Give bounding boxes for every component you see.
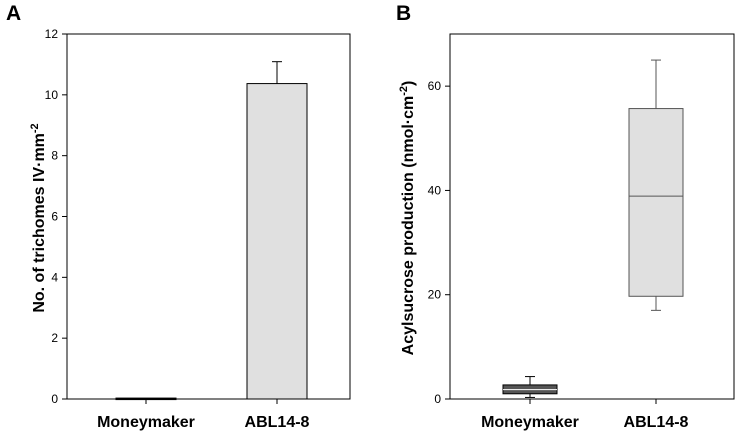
panel-b-label: B bbox=[396, 2, 411, 25]
panel-b-y-axis-label-superscript: -2 bbox=[398, 86, 410, 96]
panel-b-category-label: ABL14-8 bbox=[624, 414, 689, 431]
panel-a-y-axis-label-main: No. of trichomes IV·mm bbox=[31, 133, 48, 313]
panel-a-y-tick-label: 0 bbox=[51, 392, 58, 406]
panel-a-y-ticks: 0 2 4 6 8 10 12 bbox=[45, 27, 67, 406]
panel-a-plot-frame bbox=[66, 33, 351, 400]
panel-a-y-axis-label: No. of trichomes IV·mm-2 bbox=[29, 123, 48, 312]
panel-b-plot-frame bbox=[449, 33, 735, 400]
panel-a-x-ticks: Moneymaker ABL14-8 bbox=[97, 399, 310, 431]
panel-a-y-tick-label: 6 bbox=[51, 210, 58, 224]
panel-a-y-tick-label: 4 bbox=[51, 270, 58, 284]
panel-a-y-tick-label: 12 bbox=[45, 27, 59, 41]
panel-a-y-tick-label: 10 bbox=[45, 88, 59, 102]
panel-b-y-axis-label-main: Acylsucrose production (nmol·cm bbox=[400, 96, 417, 356]
panel-b-y-axis-label-suffix: ) bbox=[400, 81, 417, 86]
panel-b-y-ticks: 0 20 40 60 bbox=[428, 79, 450, 406]
panel-b-box bbox=[628, 108, 684, 297]
panel-b-boxes bbox=[502, 59, 684, 398]
panel-b-x-ticks: Moneymaker ABL14-8 bbox=[481, 399, 689, 431]
panel-b-category-label: Moneymaker bbox=[481, 414, 579, 431]
panel-a-y-axis-label-superscript: -2 bbox=[29, 123, 41, 133]
panel-b-y-tick-label: 20 bbox=[428, 288, 442, 302]
chart-panel-b: B Acylsucrose production (nmol·cm-2) 0 20… bbox=[396, 2, 735, 431]
chart-panel-a: A No. of trichomes IV·mm-2 0 2 4 6 8 10 12 Mon… bbox=[6, 2, 351, 431]
panel-a-category-label: ABL14-8 bbox=[245, 414, 310, 431]
panel-a-y-tick-label: 2 bbox=[51, 331, 58, 345]
panel-b-y-tick-label: 0 bbox=[434, 392, 441, 406]
panel-b-y-axis-label: Acylsucrose production (nmol·cm-2) bbox=[398, 81, 417, 356]
panel-a-bars bbox=[115, 61, 308, 401]
panel-a-y-tick-label: 8 bbox=[51, 149, 58, 163]
panel-b-y-tick-label: 60 bbox=[428, 79, 442, 93]
panel-a-category-label: Moneymaker bbox=[97, 414, 195, 431]
panel-a-bar bbox=[246, 83, 308, 400]
panel-a-label: A bbox=[6, 2, 21, 25]
panel-b-y-tick-label: 40 bbox=[428, 183, 442, 197]
